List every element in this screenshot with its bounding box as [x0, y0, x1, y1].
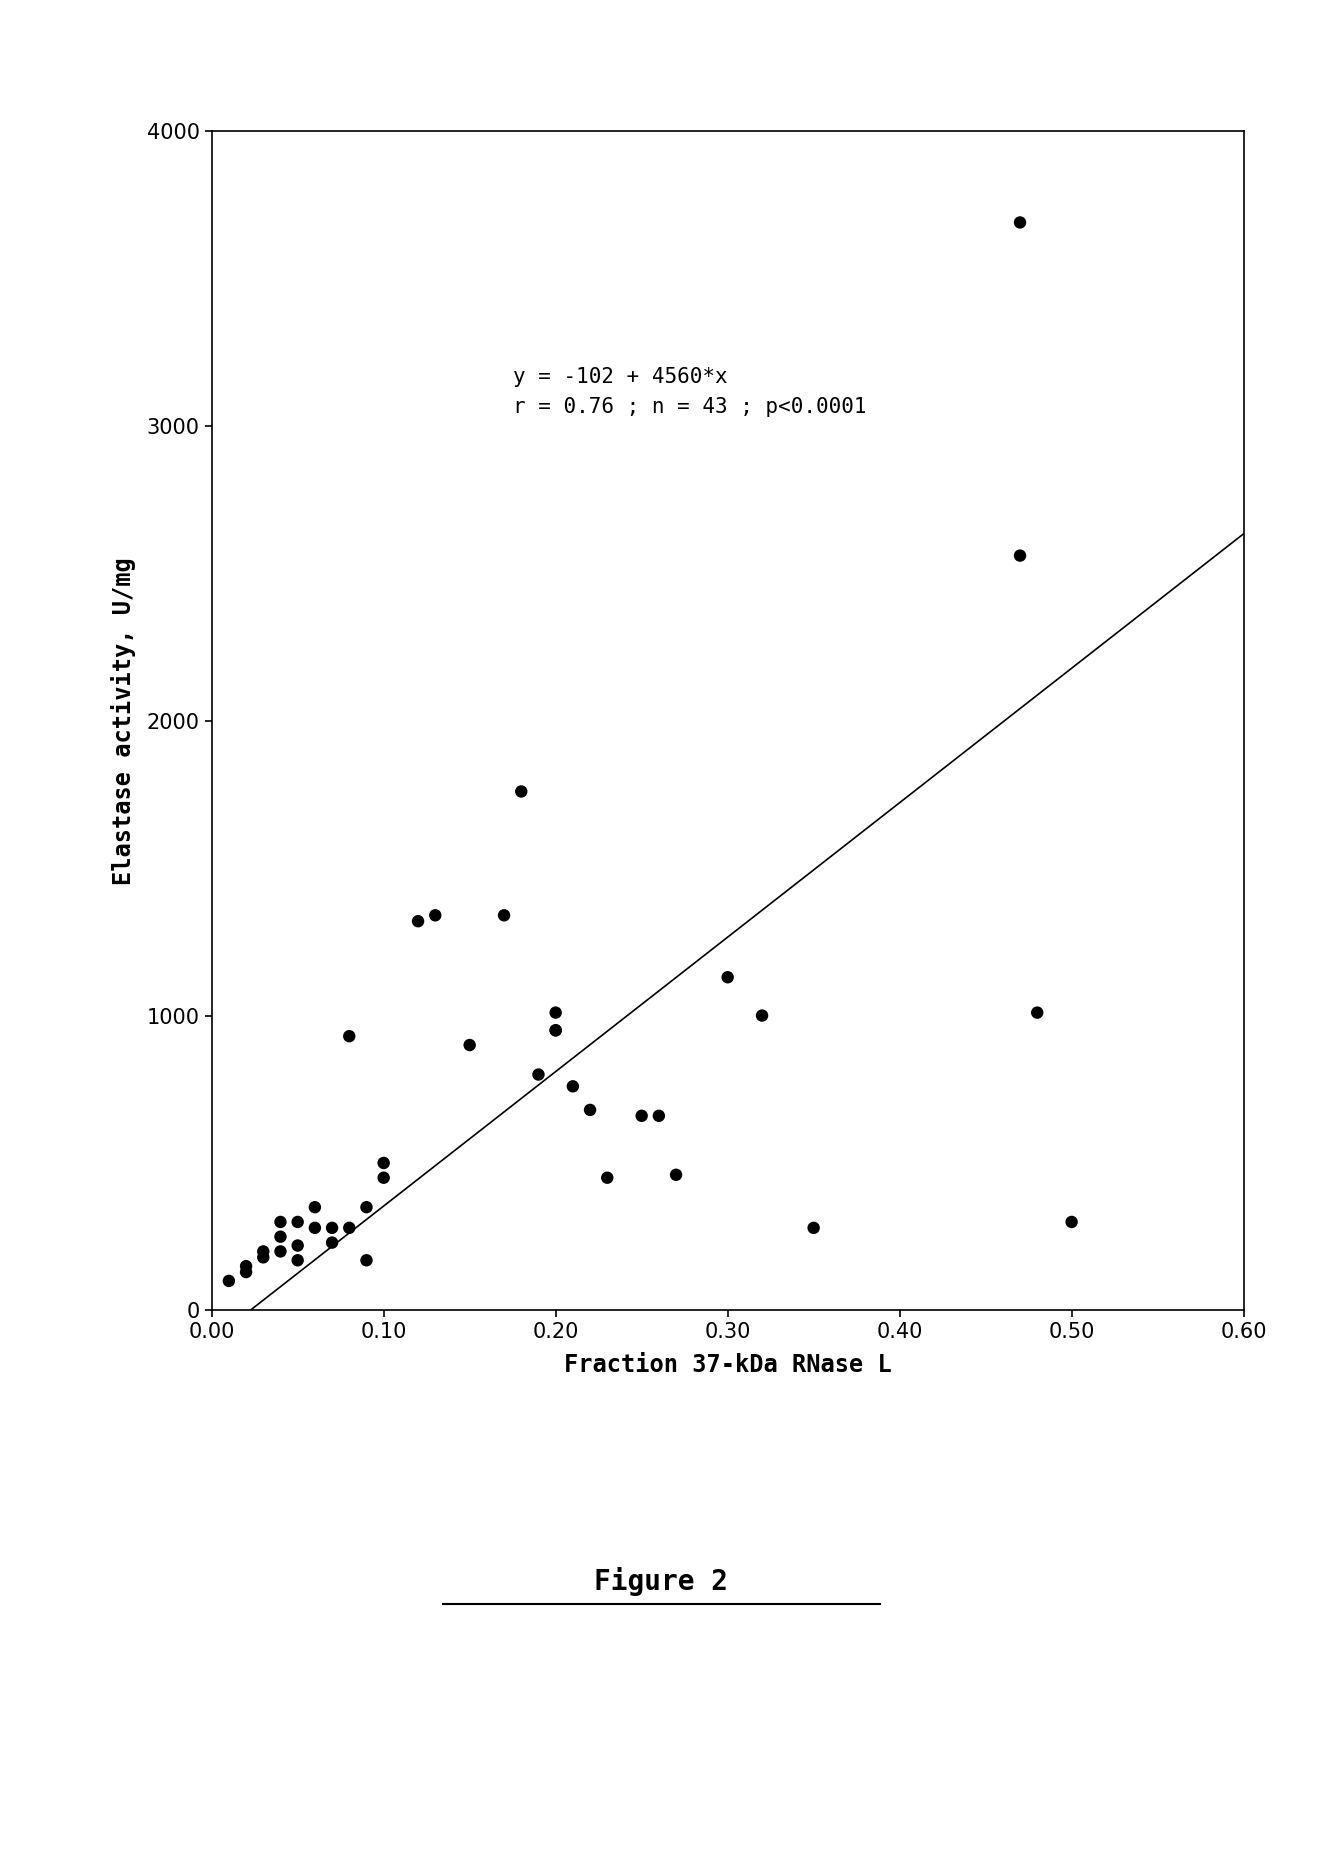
Point	[425, 900, 446, 930]
Text: Figure 2: Figure 2	[594, 1567, 729, 1597]
Point	[597, 1163, 618, 1192]
Y-axis label: Elastase activity, U/mg: Elastase activity, U/mg	[111, 556, 136, 885]
Point	[528, 1060, 549, 1090]
Point	[459, 1030, 480, 1060]
Point	[545, 998, 566, 1028]
Point	[287, 1245, 308, 1275]
Point	[304, 1213, 325, 1243]
Point	[321, 1213, 343, 1243]
Point	[339, 1213, 360, 1243]
Point	[717, 962, 738, 992]
Point	[1009, 208, 1031, 238]
Point	[511, 777, 532, 807]
Point	[253, 1243, 274, 1273]
Text: y = -102 + 4560*x
r = 0.76 ; n = 43 ; p<0.0001: y = -102 + 4560*x r = 0.76 ; n = 43 ; p<…	[513, 367, 867, 416]
Point	[373, 1148, 394, 1177]
Point	[270, 1222, 291, 1252]
Point	[562, 1071, 583, 1101]
Point	[493, 900, 515, 930]
Point	[1009, 541, 1031, 571]
Point	[803, 1213, 824, 1243]
Point	[304, 1192, 325, 1222]
Point	[373, 1163, 394, 1192]
Point	[407, 906, 429, 936]
Point	[1027, 998, 1048, 1028]
Point	[751, 1000, 773, 1030]
Point	[287, 1230, 308, 1260]
Point	[545, 1015, 566, 1045]
Point	[235, 1258, 257, 1288]
Point	[218, 1265, 239, 1295]
Point	[356, 1192, 377, 1222]
Point	[235, 1250, 257, 1280]
Point	[665, 1161, 687, 1191]
Point	[1061, 1207, 1082, 1237]
Point	[356, 1245, 377, 1275]
Point	[339, 1022, 360, 1052]
Point	[648, 1101, 669, 1131]
Point	[579, 1095, 601, 1125]
Point	[631, 1101, 652, 1131]
Point	[253, 1236, 274, 1265]
Point	[321, 1228, 343, 1258]
Point	[545, 1015, 566, 1045]
Point	[270, 1207, 291, 1237]
X-axis label: Fraction 37-kDa RNase L: Fraction 37-kDa RNase L	[564, 1353, 892, 1378]
Point	[270, 1236, 291, 1265]
Point	[287, 1207, 308, 1237]
